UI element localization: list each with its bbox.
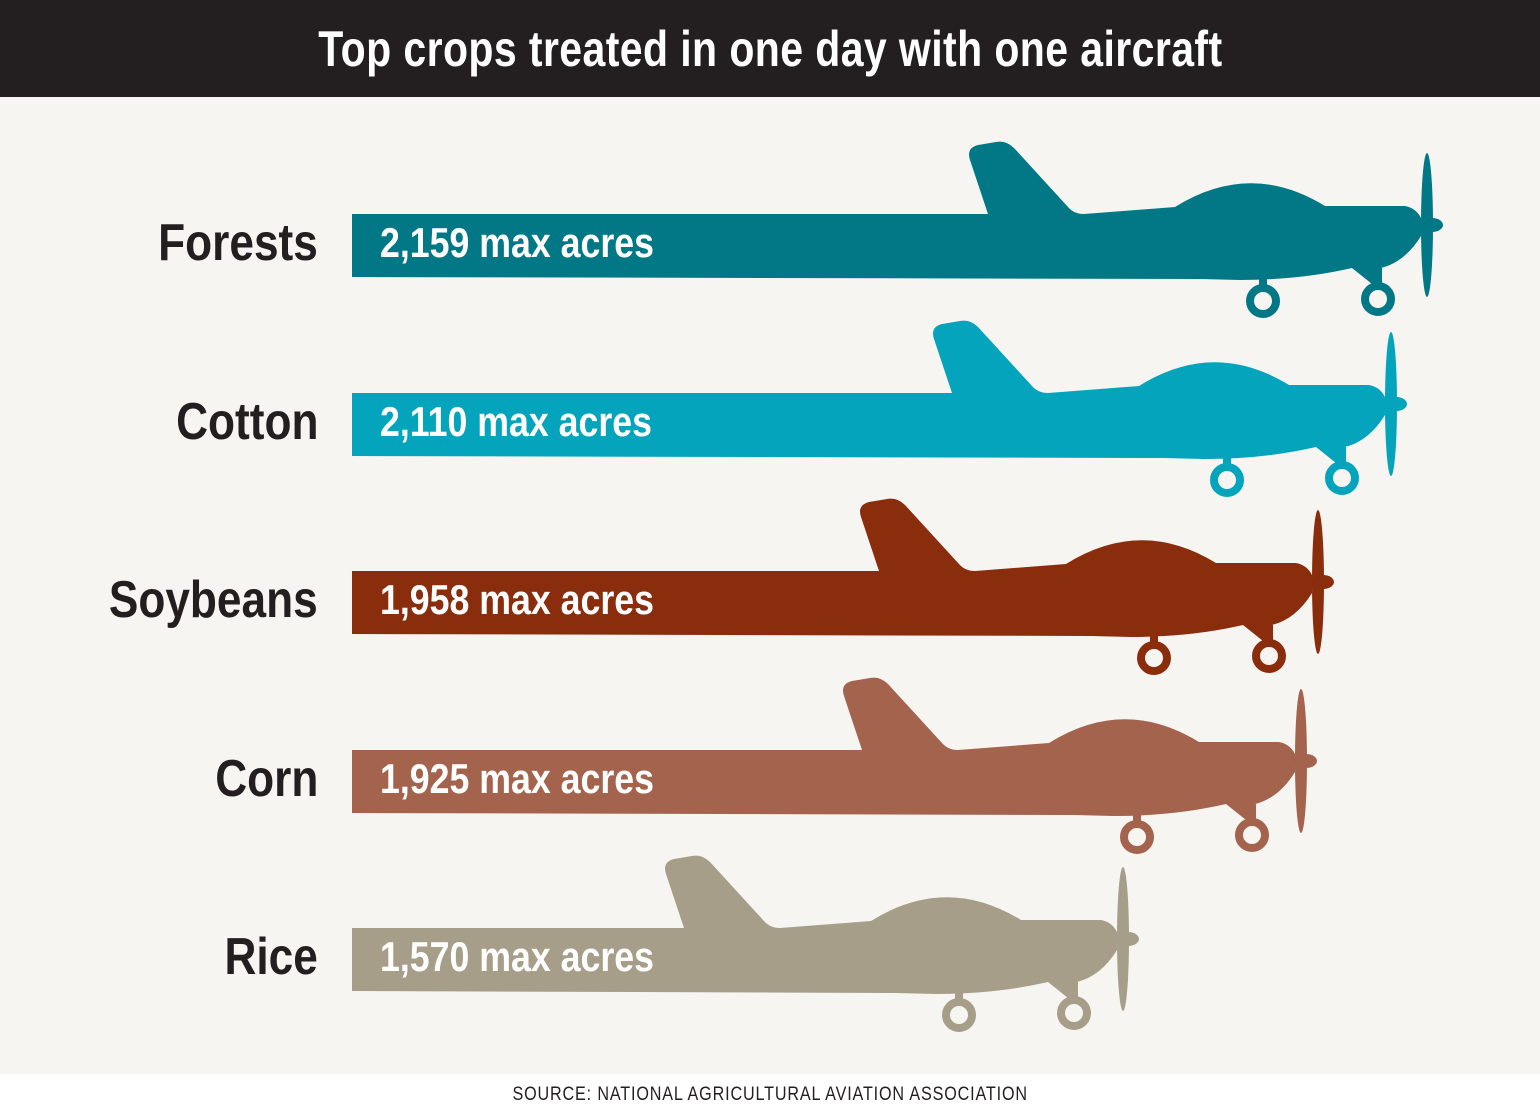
bar-value-label: 1,570 max acres — [380, 933, 654, 980]
bar-value-label: 1,958 max acres — [380, 576, 654, 623]
category-label: Forests — [158, 214, 318, 272]
source-note: SOURCE: NATIONAL AGRICULTURAL AVIATION A… — [0, 1074, 1540, 1109]
category-label: Rice — [224, 928, 318, 986]
bar-row-soybeans: Soybeans 1,958 max acres — [0, 496, 1540, 676]
category-label: Corn — [214, 750, 318, 808]
chart-area: Forests 2,159 max acres Cotton 2,110 max a… — [0, 97, 1540, 1074]
bar-value-label: 1,925 max acres — [380, 755, 654, 802]
plane-bar-shape — [352, 320, 1407, 497]
chart-title: Top crops treated in one day with one ai… — [317, 20, 1223, 77]
bar-row-forests: Forests 2,159 max acres — [0, 139, 1540, 319]
bar-row-corn: Corn 1,925 max acres — [0, 675, 1540, 855]
plane-bar-shape — [352, 498, 1334, 675]
bar-value-label: 2,110 max acres — [380, 398, 652, 445]
category-label: Cotton — [175, 393, 318, 451]
category-label: Soybeans — [109, 571, 318, 629]
plane-bar-shape — [352, 855, 1139, 1032]
bar-row-rice: Rice 1,570 max acres — [0, 853, 1540, 1033]
bar-value-label: 2,159 max acres — [380, 219, 654, 266]
source-text: SOURCE: NATIONAL AGRICULTURAL AVIATION A… — [512, 1084, 1028, 1105]
plane-bar-shape — [352, 141, 1443, 318]
plane-bar-shape — [352, 677, 1317, 854]
chart-header: Top crops treated in one day with one ai… — [0, 0, 1540, 97]
bar-row-cotton: Cotton 2,110 max acres — [0, 318, 1540, 498]
